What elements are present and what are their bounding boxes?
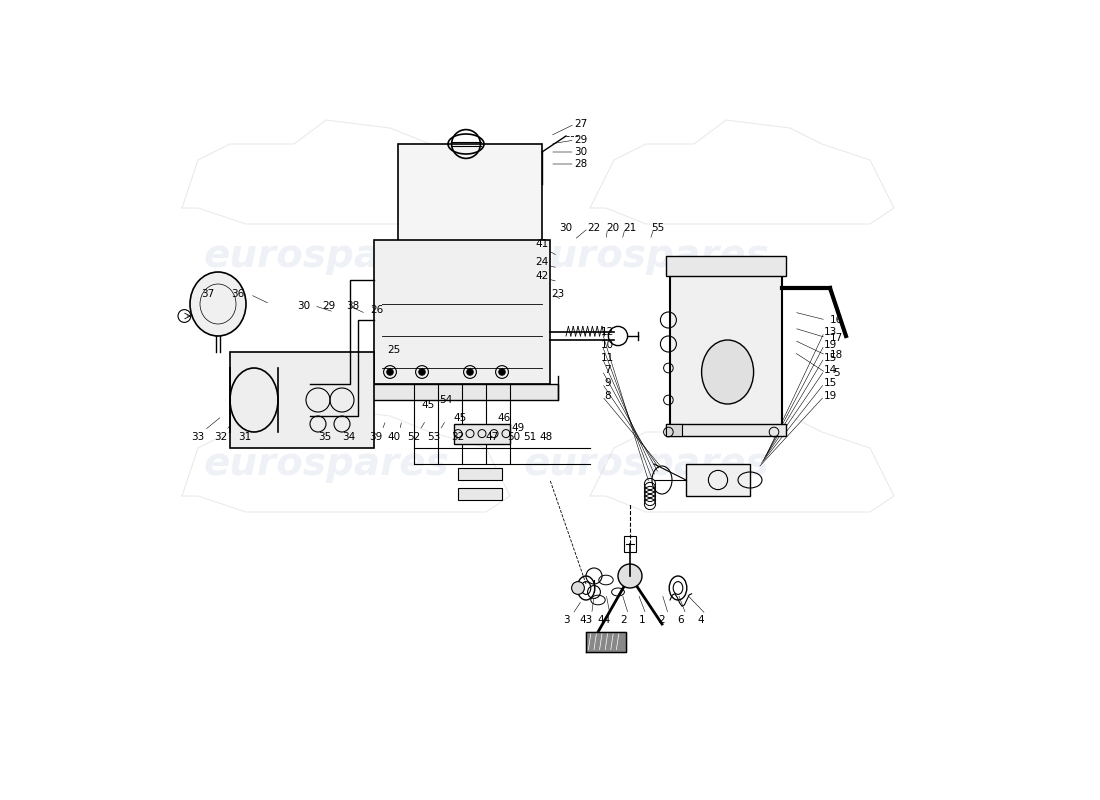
Text: 15: 15	[824, 353, 837, 362]
Bar	[458, 488, 502, 500]
Text: 43: 43	[580, 615, 593, 625]
Bar	[398, 144, 542, 256]
Text: 2: 2	[620, 615, 627, 625]
Text: 1: 1	[639, 615, 646, 625]
Text: 49: 49	[512, 423, 525, 433]
Text: 33: 33	[191, 432, 205, 442]
Text: 55: 55	[651, 223, 664, 233]
Text: 50: 50	[507, 432, 520, 442]
Text: 48: 48	[539, 432, 552, 442]
Text: 2: 2	[659, 615, 666, 625]
Text: 40: 40	[387, 432, 400, 442]
Circle shape	[466, 369, 473, 375]
Text: 19: 19	[824, 391, 837, 401]
Text: 24: 24	[536, 258, 549, 267]
Text: 7: 7	[604, 366, 611, 375]
Text: 30: 30	[574, 147, 587, 157]
Text: 32: 32	[451, 432, 464, 442]
Polygon shape	[586, 632, 626, 652]
Text: 46: 46	[497, 413, 510, 422]
Ellipse shape	[702, 340, 754, 404]
Text: 9: 9	[604, 378, 611, 388]
Text: 11: 11	[601, 353, 614, 362]
Text: eurospares: eurospares	[524, 445, 769, 483]
Text: 53: 53	[428, 432, 441, 442]
Text: 36: 36	[231, 290, 244, 299]
Text: 30: 30	[297, 301, 310, 310]
Text: 31: 31	[238, 432, 251, 442]
Text: 15: 15	[824, 378, 837, 388]
Text: 37: 37	[201, 290, 214, 299]
Text: 27: 27	[574, 119, 587, 129]
Text: 34: 34	[342, 432, 355, 442]
Text: 26: 26	[370, 306, 383, 315]
Circle shape	[498, 369, 505, 375]
Bar	[666, 424, 786, 436]
Text: 25: 25	[387, 346, 400, 355]
Bar	[454, 424, 510, 444]
Text: 28: 28	[574, 159, 587, 169]
Bar	[458, 468, 502, 480]
Text: eurospares: eurospares	[204, 237, 449, 275]
Text: 5: 5	[833, 368, 839, 378]
Text: 44: 44	[597, 615, 611, 625]
Bar	[374, 240, 550, 384]
Bar	[666, 256, 786, 276]
Text: 14: 14	[824, 366, 837, 375]
Circle shape	[419, 369, 426, 375]
Text: 12: 12	[601, 327, 614, 337]
Text: 54: 54	[439, 395, 452, 405]
Text: 13: 13	[824, 327, 837, 337]
Bar	[666, 424, 682, 436]
Text: 29: 29	[574, 135, 587, 145]
Text: 42: 42	[536, 271, 549, 281]
Text: 45: 45	[421, 400, 434, 410]
Text: 45: 45	[454, 413, 467, 422]
Circle shape	[572, 582, 584, 594]
Text: 18: 18	[829, 350, 843, 360]
Circle shape	[618, 564, 642, 588]
Text: 51: 51	[524, 432, 537, 442]
Text: 16: 16	[829, 315, 843, 325]
Text: 32: 32	[213, 432, 227, 442]
Text: 52: 52	[407, 432, 420, 442]
Circle shape	[387, 369, 393, 375]
Text: 41: 41	[536, 239, 549, 249]
Text: 6: 6	[678, 615, 684, 625]
Text: 8: 8	[604, 391, 611, 401]
Bar	[686, 464, 750, 496]
Text: 10: 10	[601, 340, 614, 350]
Text: eurospares: eurospares	[204, 445, 449, 483]
Text: 39: 39	[368, 432, 382, 442]
Text: 23: 23	[551, 290, 564, 299]
Text: 47: 47	[486, 432, 499, 442]
Text: 4: 4	[697, 615, 704, 625]
Ellipse shape	[190, 272, 246, 336]
Text: 38: 38	[345, 301, 359, 310]
Text: 21: 21	[624, 223, 637, 233]
Bar	[625, 536, 636, 552]
Text: 20: 20	[606, 223, 619, 233]
Text: 19: 19	[824, 340, 837, 350]
Text: 22: 22	[587, 223, 601, 233]
Bar	[670, 272, 782, 432]
Bar	[366, 384, 558, 400]
Text: 17: 17	[829, 333, 843, 342]
Bar	[230, 352, 374, 448]
Text: 30: 30	[560, 223, 573, 233]
Text: 35: 35	[318, 432, 331, 442]
Text: 3: 3	[563, 615, 570, 625]
Text: eurospares: eurospares	[524, 237, 769, 275]
Text: 29: 29	[322, 301, 335, 310]
